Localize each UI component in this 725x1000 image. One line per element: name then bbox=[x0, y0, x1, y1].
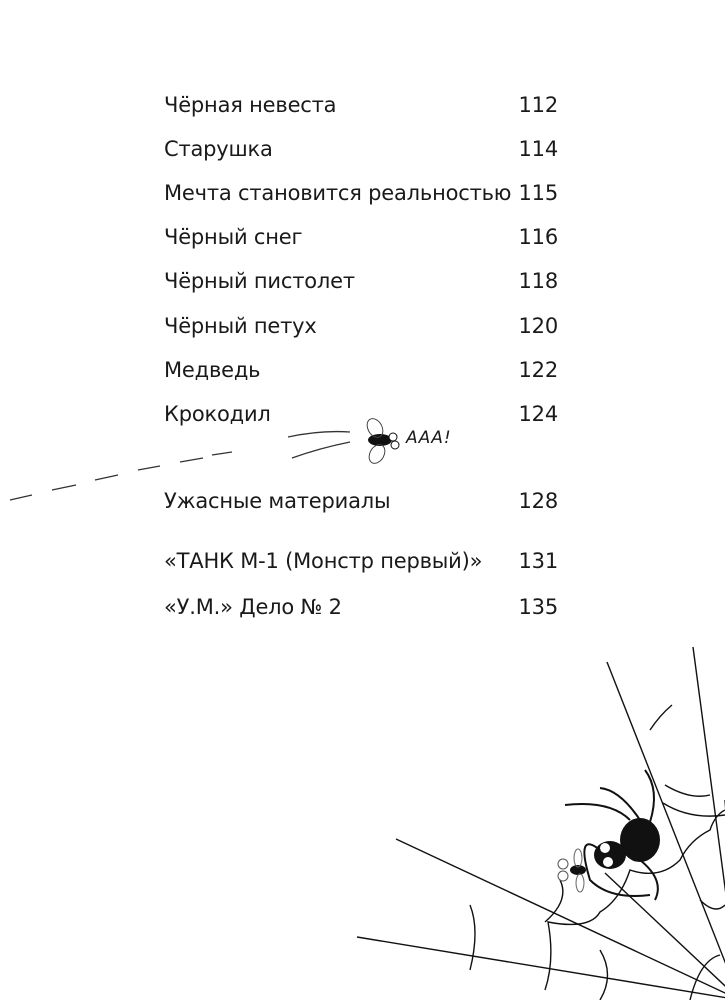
toc-entry-page: 135 bbox=[518, 595, 559, 619]
fly-exclamation: ААА! bbox=[406, 428, 452, 448]
toc-entry: Старушка 114 bbox=[164, 134, 558, 164]
toc-entry-page: 124 bbox=[518, 402, 559, 426]
toc-entry-page: 120 bbox=[518, 314, 559, 338]
toc-entry-page: 131 bbox=[518, 549, 559, 573]
toc-entry-title: Ужасные материалы bbox=[164, 489, 391, 513]
toc-entry-title: Крокодил bbox=[164, 402, 271, 426]
toc-entry: Ужасные материалы 128 bbox=[164, 486, 558, 516]
toc-entry-page: 114 bbox=[518, 137, 559, 161]
toc-entry-title: Мечта становится реальностью bbox=[164, 181, 512, 205]
toc-entry: «ТАНК М-1 (Монстр первый)» 131 bbox=[164, 546, 558, 576]
toc-entry-title: Чёрный петух bbox=[164, 314, 317, 338]
toc-entry-title: «ТАНК М-1 (Монстр первый)» bbox=[164, 549, 483, 573]
toc-entry-title: Чёрный пистолет bbox=[164, 269, 355, 293]
spider-icon bbox=[564, 769, 660, 901]
toc-entry-title: «У.М.» Дело № 2 bbox=[164, 595, 342, 619]
toc-entry-title: Медведь bbox=[164, 358, 261, 382]
toc-entry-page: 128 bbox=[518, 489, 559, 513]
toc-entry: Чёрная невеста 112 bbox=[164, 90, 558, 120]
spider-web-illustration bbox=[356, 646, 725, 1000]
fly-icon bbox=[366, 418, 400, 464]
toc-entry-page: 112 bbox=[518, 93, 559, 117]
toc-entry-title: Старушка bbox=[164, 137, 273, 161]
toc-entry-title: Чёрный снег bbox=[164, 225, 303, 249]
toc-entry: Чёрный снег 116 bbox=[164, 222, 558, 252]
toc-entry: «У.М.» Дело № 2 135 bbox=[164, 592, 558, 622]
toc-entry: Медведь 122 bbox=[164, 355, 558, 385]
toc-entry-page: 118 bbox=[518, 269, 559, 293]
toc-entry-page: 116 bbox=[518, 225, 559, 249]
fly-trail-illustration bbox=[9, 430, 351, 501]
small-fly-icon bbox=[557, 848, 586, 893]
toc-entry: Мечта становится реальностью 115 bbox=[164, 178, 558, 208]
toc-entry-page: 115 bbox=[518, 181, 559, 205]
toc-entry-page: 122 bbox=[518, 358, 559, 382]
toc-entry-title: Чёрная невеста bbox=[164, 93, 337, 117]
toc-entry: Крокодил 124 bbox=[164, 399, 558, 429]
toc-entry: Чёрный петух 120 bbox=[164, 311, 558, 341]
toc-entry: Чёрный пистолет 118 bbox=[164, 266, 558, 296]
